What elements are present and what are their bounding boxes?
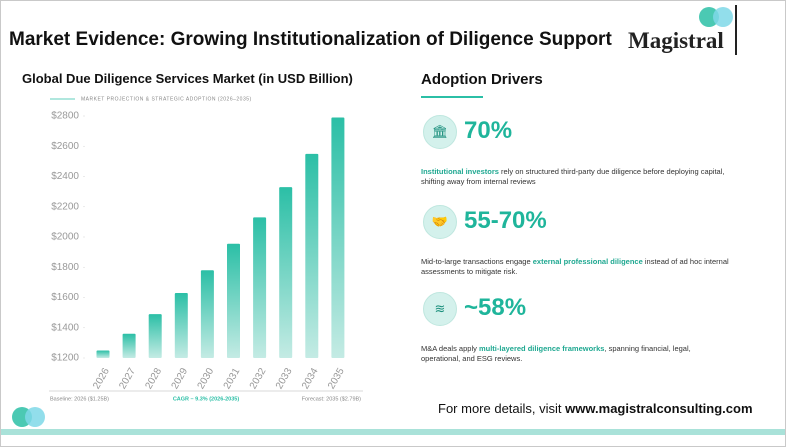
x-tick-label: 2028 [143,366,164,391]
footer-text: For more details, visit [438,401,562,416]
highlight: external professional diligence [532,257,643,266]
bar [331,117,345,358]
x-tick-label: 2034 [300,366,321,391]
chart-subtitle: MARKET PROJECTION & STRATEGIC ADOPTION (… [81,96,252,102]
chart-annotation: CAGR – 9.3% (2026-2035) [173,396,240,402]
x-tick-label: 2031 [222,366,243,391]
text: , spanning financial, legal, operational… [421,344,691,363]
y-tick-label: $2000 [51,232,79,243]
bar [174,292,188,358]
driver-description: M&A deals apply multi-layered diligence … [421,344,731,364]
x-tick-label: 2026 [91,366,112,391]
y-tick-label: $1800 [51,262,79,273]
highlight: multi-layered diligence frameworks [478,344,605,353]
driver-stat: 70% [464,117,513,144]
logo-divider [735,5,737,55]
footer-logo [12,407,45,427]
driver-icon: 🏛 [423,115,457,149]
drivers-title: Adoption Drivers [421,71,543,88]
y-tick-label: $2400 [51,171,79,182]
footer: For more details, visit www.magistralcon… [438,401,753,416]
footer-bar [1,429,785,435]
chart-title: Global Due Diligence Services Market (in… [22,71,353,86]
y-tick-label: $2800 [51,111,79,122]
bar [122,333,136,358]
x-tick-label: 2032 [248,366,269,391]
logo: Magistral [628,28,724,53]
chart-annotation: Forecast: 2035 ($2.79B) [302,396,361,402]
text: Mid-to-large transactions engage [421,257,533,266]
logo-mark [699,7,733,27]
bar [253,217,267,358]
slide-title: Market Evidence: Growing Institutionaliz… [9,29,612,50]
driver-stat: ~58% [464,294,527,321]
bar [148,314,162,358]
y-tick-label: $1600 [51,292,79,303]
bar [279,187,293,358]
title-underline [421,96,483,98]
x-tick-label: 2033 [274,366,295,391]
footer-link: www.magistralconsulting.com [565,401,753,416]
x-tick-label: 2030 [196,366,217,391]
driver-description: Mid-to-large transactions engage externa… [421,257,731,277]
x-tick-label: 2035 [326,366,347,391]
y-tick-label: $2200 [51,201,79,212]
driver-stat: 55-70% [464,207,547,234]
y-tick-label: $2600 [51,141,79,152]
chart: MARKET PROJECTION & STRATEGIC ADOPTION (… [49,96,363,402]
driver-description: Institutional investors rely on structur… [421,167,731,187]
highlight: Institutional investors [421,167,499,176]
x-tick-label: 2029 [170,366,191,391]
bar [227,243,240,358]
bar [305,153,319,358]
y-tick-label: $1400 [51,322,79,333]
driver-icon: 🤝 [423,205,457,239]
text: instead of ad hoc internal assessments t… [421,257,729,276]
driver-icon: ≋ [423,292,457,326]
bar [96,350,110,358]
text: rely on structured third-party due dilig… [421,167,725,186]
text: M&A deals apply [421,344,479,353]
chart-annotation: Baseline: 2026 ($1.25B) [50,396,109,402]
bar [200,270,214,358]
y-tick-label: $1200 [51,353,79,364]
x-tick-label: 2027 [117,366,138,391]
